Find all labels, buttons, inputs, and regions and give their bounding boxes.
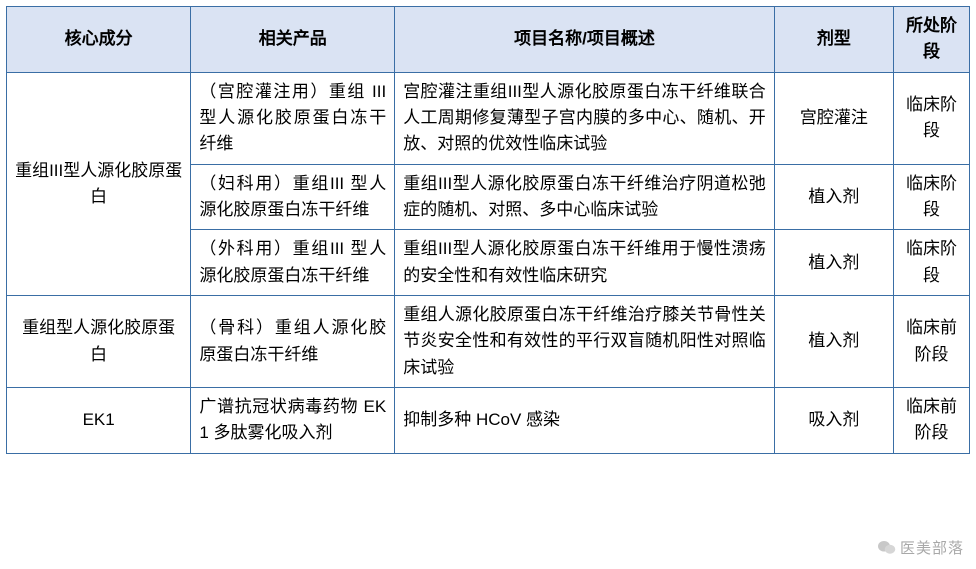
cell-form: 吸入剂	[774, 388, 893, 454]
cell-form: 植入剂	[774, 230, 893, 296]
col-header-project: 项目名称/项目概述	[395, 7, 775, 73]
cell-project: 重组III型人源化胶原蛋白冻干纤维用于慢性溃疡的安全性和有效性临床研究	[395, 230, 775, 296]
col-header-stage: 所处阶段	[894, 7, 970, 73]
pipeline-table: 核心成分 相关产品 项目名称/项目概述 剂型 所处阶段 重组III型人源化胶原蛋…	[6, 6, 970, 454]
cell-project: 重组III型人源化胶原蛋白冻干纤维治疗阴道松弛症的随机、对照、多中心临床试验	[395, 164, 775, 230]
wechat-icon	[878, 539, 896, 559]
cell-stage: 临床阶段	[894, 72, 970, 164]
table-row: 重组III型人源化胶原蛋白 （宫腔灌注用）重组 III 型人源化胶原蛋白冻干纤维…	[7, 72, 970, 164]
cell-form: 植入剂	[774, 296, 893, 388]
cell-project: 抑制多种 HCoV 感染	[395, 388, 775, 454]
cell-stage: 临床前阶段	[894, 388, 970, 454]
col-header-form: 剂型	[774, 7, 893, 73]
table-row: 重组型人源化胶原蛋白 （骨科）重组人源化胶原蛋白冻干纤维 重组人源化胶原蛋白冻干…	[7, 296, 970, 388]
cell-product: 广谱抗冠状病毒药物 EK1 多肽雾化吸入剂	[191, 388, 395, 454]
cell-project: 重组人源化胶原蛋白冻干纤维治疗膝关节骨性关节炎安全性和有效性的平行双盲随机阳性对…	[395, 296, 775, 388]
table-header-row: 核心成分 相关产品 项目名称/项目概述 剂型 所处阶段	[7, 7, 970, 73]
cell-stage: 临床阶段	[894, 230, 970, 296]
cell-product: （妇科用）重组III 型人源化胶原蛋白冻干纤维	[191, 164, 395, 230]
table-row: EK1 广谱抗冠状病毒药物 EK1 多肽雾化吸入剂 抑制多种 HCoV 感染 吸…	[7, 388, 970, 454]
watermark-text: 医美部落	[900, 540, 964, 557]
cell-core: 重组III型人源化胶原蛋白	[7, 72, 191, 295]
cell-product: （宫腔灌注用）重组 III 型人源化胶原蛋白冻干纤维	[191, 72, 395, 164]
col-header-core: 核心成分	[7, 7, 191, 73]
cell-product: （骨科）重组人源化胶原蛋白冻干纤维	[191, 296, 395, 388]
watermark: 医美部落	[878, 537, 964, 559]
cell-form: 宫腔灌注	[774, 72, 893, 164]
cell-project: 宫腔灌注重组III型人源化胶原蛋白冻干纤维联合人工周期修复薄型子宫内膜的多中心、…	[395, 72, 775, 164]
cell-core: 重组型人源化胶原蛋白	[7, 296, 191, 388]
cell-core: EK1	[7, 388, 191, 454]
cell-stage: 临床阶段	[894, 164, 970, 230]
cell-product: （外科用）重组III 型人源化胶原蛋白冻干纤维	[191, 230, 395, 296]
cell-stage: 临床前阶段	[894, 296, 970, 388]
cell-form: 植入剂	[774, 164, 893, 230]
col-header-product: 相关产品	[191, 7, 395, 73]
